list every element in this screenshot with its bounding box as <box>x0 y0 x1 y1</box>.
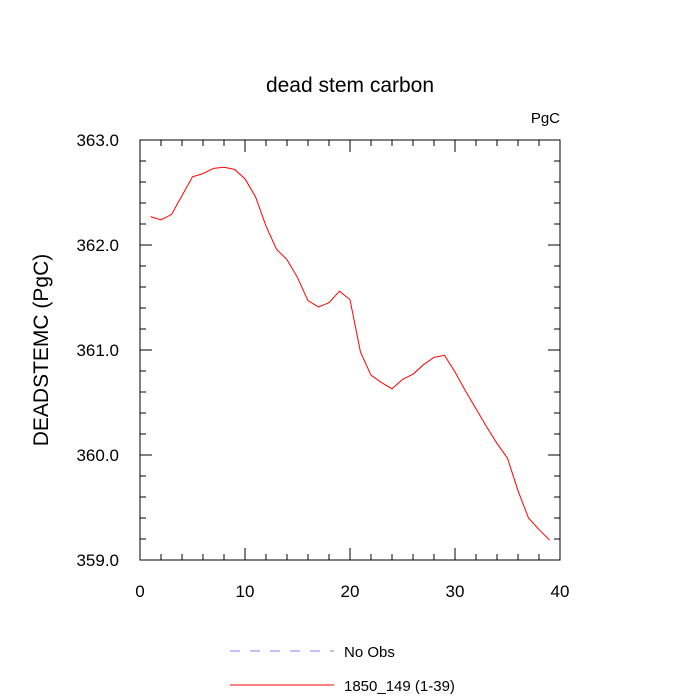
x-tick-label: 0 <box>135 582 144 601</box>
y-axis-label: DEADSTEMC (PgC) <box>30 254 53 447</box>
legend-label: No Obs <box>344 644 395 661</box>
x-tick-label: 10 <box>236 582 255 601</box>
legend-label: 1850_149 (1-39) <box>344 678 455 695</box>
y-tick-label: 361.0 <box>76 341 119 360</box>
y-tick-label: 362.0 <box>76 236 119 255</box>
x-tick-label: 30 <box>446 582 465 601</box>
legend: No Obs 1850_149 (1-39) <box>230 644 455 695</box>
series-line <box>150 166 550 541</box>
chart-title: dead stem carbon <box>266 74 434 97</box>
units-label: PgC <box>531 110 560 127</box>
y-tick-label: 360.0 <box>76 446 119 465</box>
y-tick-label: 363.0 <box>76 131 119 150</box>
ticks-layer: 0 10 20 30 40 359.0 360.0 361.0 362.0 363.0 <box>76 131 569 601</box>
y-tick-label: 359.0 <box>76 551 119 570</box>
plot-frame <box>139 139 561 561</box>
x-tick-label: 20 <box>341 582 360 601</box>
x-tick-label: 40 <box>551 582 570 601</box>
series-layer <box>150 166 550 541</box>
